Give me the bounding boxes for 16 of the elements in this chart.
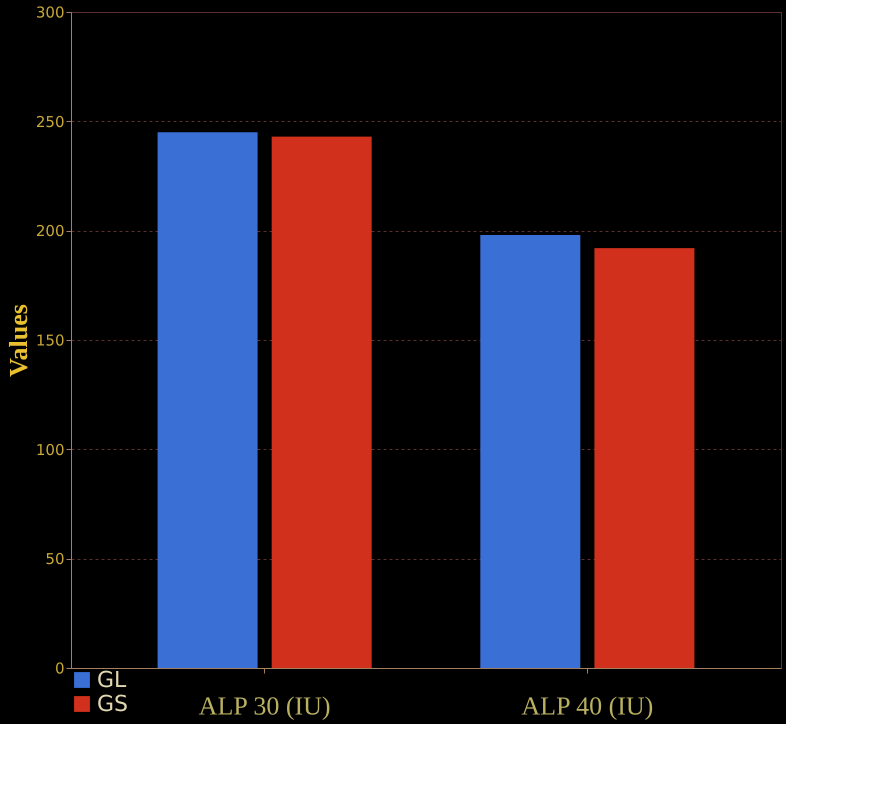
y-tick-label: 100: [36, 440, 64, 459]
y-tick-label: 200: [36, 222, 64, 240]
bar: [594, 248, 694, 668]
y-tick-label: 150: [36, 332, 64, 350]
bar: [158, 132, 258, 668]
y-tick-label: 300: [36, 4, 64, 22]
y-tick-label: 50: [45, 550, 64, 568]
x-tick-label: ALP 30 (IU): [198, 692, 331, 720]
legend-label: GL: [97, 668, 128, 693]
bar: [480, 235, 580, 668]
bar: [272, 136, 372, 668]
y-tick-label: 0: [54, 660, 64, 678]
legend-label: GS: [97, 692, 128, 717]
y-tick-label: 250: [36, 112, 64, 131]
x-tick-label: ALP 40 (IU): [521, 692, 654, 720]
y-axis-title: Values: [4, 304, 33, 377]
